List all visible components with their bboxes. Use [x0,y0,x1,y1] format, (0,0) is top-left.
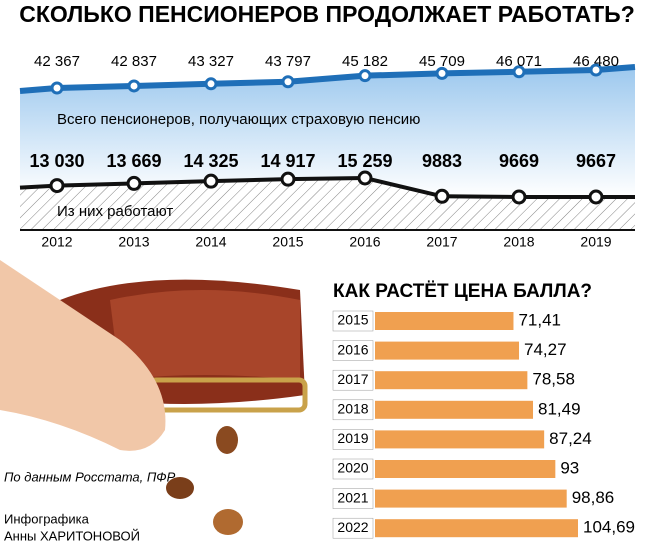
value-label: 78,58 [532,370,575,389]
value-label: 13 030 [29,151,84,171]
point [203,173,219,189]
value-label: 104,69 [583,518,635,537]
value-label: 42 367 [34,53,80,70]
value-label: 93 [560,458,579,477]
bar [375,460,556,478]
x-tick-label: 2019 [580,234,611,250]
value-label: 98,86 [572,488,615,507]
x-tick-label: 2017 [426,234,457,250]
value-label: 15 259 [337,151,392,171]
credit: Анны ХАРИТОНОВОЙ [4,528,140,543]
value-label: 14 325 [183,151,238,171]
value-label: 46 071 [496,53,542,70]
x-tick-label: 2015 [272,234,303,250]
series-label: Из них работают [57,203,173,220]
x-tick-label: 2012 [41,234,72,250]
x-tick-label: 2014 [195,234,226,250]
year-box [332,429,374,450]
year-box [332,458,374,480]
point [512,65,526,79]
wallet-illustration [0,260,308,535]
point [434,188,450,204]
point [511,189,527,205]
point [589,63,603,77]
value-label: 9883 [422,151,462,171]
band-fill [20,67,635,197]
value-label: 74,27 [524,340,567,359]
year-box [332,340,374,361]
value-label: 81,49 [538,399,581,418]
year-box [332,369,374,391]
value-label: 71,41 [518,310,561,329]
point [204,77,218,91]
hatch-fill [20,178,635,230]
value-label: 87,24 [549,429,592,448]
year-box [332,488,374,509]
series-label: Всего пенсионеров, получающих страховую … [57,111,420,128]
value-label: 9669 [499,151,539,171]
y-tick-label: 2017 [337,371,368,387]
source: По данным Росстата, ПФР [4,469,176,484]
series-line [19,175,635,199]
year-box [332,517,374,539]
value-label: 9667 [576,151,616,171]
x-tick-label: 2013 [118,234,149,250]
point [126,175,142,191]
point [435,66,449,80]
bar [375,341,520,360]
y-tick-label: 2022 [337,519,368,535]
y-tick-label: 2018 [337,401,368,417]
series-line [19,64,636,94]
x-tick-label: 2018 [503,234,534,250]
point [127,79,141,93]
y-tick-label: 2015 [337,312,368,328]
point [50,81,64,95]
bar-title: КАК РАСТЁТ ЦЕНА БАЛЛА? [333,281,592,302]
year-box [332,310,374,332]
value-label: 14 917 [260,151,315,171]
y-tick-label: 2016 [337,341,368,357]
bar [375,489,567,508]
value-label: 43 797 [265,53,311,70]
point [281,75,295,89]
value-label: 43 327 [188,53,234,70]
y-tick-label: 2021 [337,489,368,505]
point [49,178,65,194]
point [358,69,372,83]
value-label: 13 669 [106,151,161,171]
value-label: 45 182 [342,53,388,70]
bar [375,312,514,330]
value-label: 45 709 [419,53,465,70]
value-label: 46 480 [573,53,619,70]
year-box [332,399,374,421]
point [280,171,296,187]
credit: Инфографика [4,511,90,526]
bar [375,430,545,449]
point [588,189,604,205]
x-tick-label: 2016 [349,234,380,250]
bar [375,400,534,419]
value-label: 42 837 [111,53,157,70]
point [357,170,373,186]
title: СКОЛЬКО ПЕНСИОНЕРОВ ПРОДОЛЖАЕТ РАБОТАТЬ? [19,1,635,27]
bar [375,519,578,538]
bar [375,371,528,390]
y-tick-label: 2019 [337,430,368,446]
y-tick-label: 2020 [337,460,368,476]
